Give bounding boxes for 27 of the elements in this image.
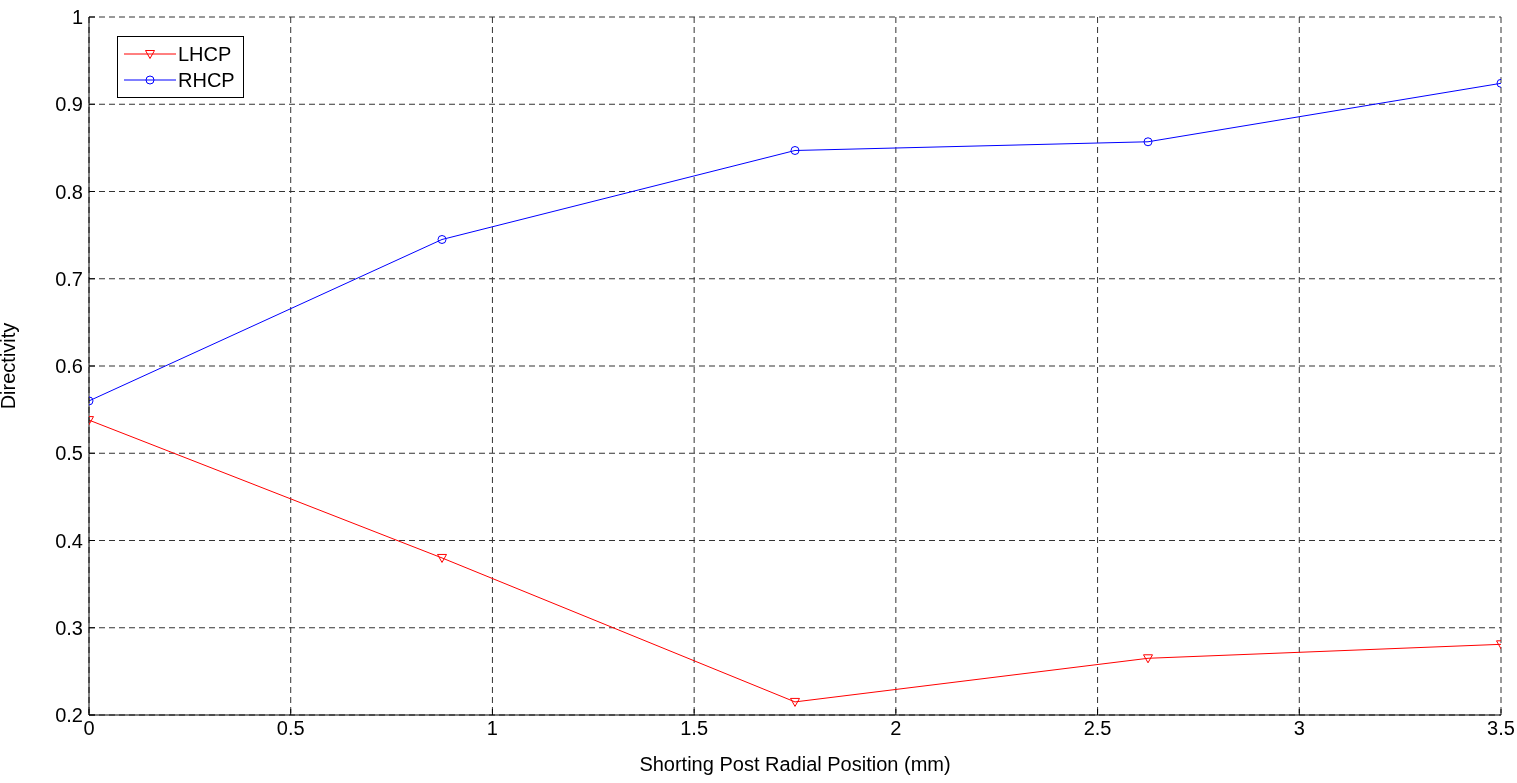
x-axis-title: Shorting Post Radial Position (mm)	[639, 753, 951, 775]
x-tick-label: 0	[83, 717, 95, 740]
x-tick-label: 1	[486, 717, 498, 740]
point	[790, 697, 800, 707]
point	[1143, 654, 1153, 664]
x-tick-label: 2	[890, 717, 902, 740]
y-tick-label: 0.4	[55, 529, 83, 552]
y-tick-label: 0.8	[55, 180, 83, 203]
x-tick-label: 2.5	[1083, 717, 1112, 740]
point	[437, 553, 447, 563]
y-tick-label: 1	[71, 6, 83, 29]
legend-label: LHCP	[178, 42, 232, 66]
y-tick-label: 0.9	[55, 93, 83, 116]
y-axis-title: Directivity	[0, 322, 20, 410]
y-tick-label: 0.5	[55, 442, 83, 465]
y-tick-label: 0.7	[55, 267, 83, 290]
x-tick-label: 1.5	[680, 717, 709, 740]
point	[437, 234, 447, 244]
x-tick-label: 3.5	[1487, 717, 1515, 740]
x-tick-label: 3	[1293, 717, 1305, 740]
point	[790, 145, 800, 155]
x-tick-label: 0.5	[276, 717, 305, 740]
y-tick-label: 0.6	[55, 355, 83, 378]
y-tick-label: 0.3	[55, 616, 83, 639]
y-tick-label: 0.2	[55, 704, 83, 727]
legend-label: RHCP	[178, 68, 235, 92]
point	[1143, 137, 1153, 147]
